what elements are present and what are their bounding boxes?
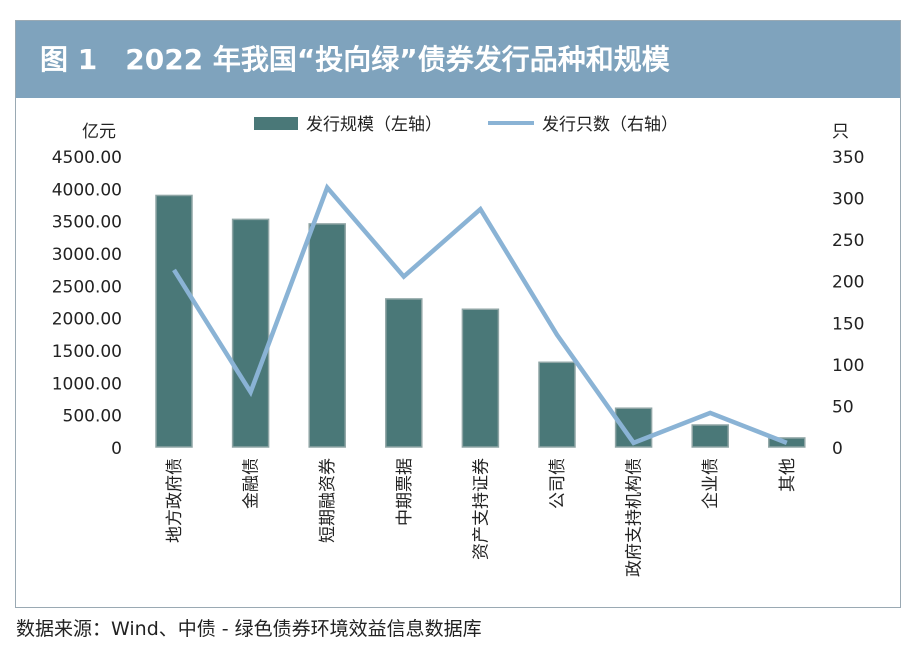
bar-中期票据 <box>385 298 423 448</box>
x-tick-label: 其他 <box>778 458 798 492</box>
x-tick-label: 短期融资券 <box>318 458 338 543</box>
y-tick-label: 3000.00 <box>52 245 122 265</box>
y2-tick-label: 100 <box>832 356 864 376</box>
bar-资产支持证券 <box>461 308 500 448</box>
bar-金融债 <box>231 218 270 448</box>
x-tick-label: 资产支持证券 <box>471 458 491 560</box>
y2-tick-label: 0 <box>832 439 843 459</box>
bar-地方政府债 <box>155 194 193 448</box>
source-note: 数据来源：Wind、中债 - 绿色债券环境效益信息数据库 <box>16 618 482 640</box>
x-tick-label: 地方政府债 <box>165 458 185 543</box>
y-tick-label: 1500.00 <box>52 342 122 362</box>
chart-frame: 图 1 2022 年我国“投向绿”债券发行品种和规模 <box>15 20 901 608</box>
bar-公司债 <box>538 361 576 448</box>
y-tick-label: 4000.00 <box>52 180 122 200</box>
y-tick-label: 500.00 <box>63 407 122 427</box>
y-tick-label: 2000.00 <box>52 310 122 330</box>
x-tick-label: 公司债 <box>548 458 568 509</box>
legend-bar-swatch <box>254 117 298 130</box>
x-tick-label: 金融债 <box>242 458 262 509</box>
bar-短期融资券 <box>308 223 346 448</box>
x-tick-label: 中期票据 <box>395 458 415 526</box>
y-tick-label: 4500.00 <box>52 148 122 168</box>
y-tick-label: 2500.00 <box>52 277 122 297</box>
chart-title: 图 1 2022 年我国“投向绿”债券发行品种和规模 <box>16 21 900 98</box>
y2-axis-label: 只 <box>832 122 849 142</box>
legend-bar-label: 发行规模（左轴） <box>306 115 442 135</box>
y-tick-label: 1000.00 <box>52 374 122 394</box>
y2-tick-label: 300 <box>832 190 864 210</box>
x-tick-label: 企业债 <box>701 458 721 509</box>
y2-tick-label: 250 <box>832 231 864 251</box>
y-tick-label: 0 <box>111 439 122 459</box>
y2-tick-label: 350 <box>832 148 864 168</box>
x-tick-label: 政府支持机构债 <box>625 458 645 577</box>
y-axis-label: 亿元 <box>82 122 116 142</box>
y-tick-label: 3500.00 <box>52 213 122 233</box>
legend-line-label: 发行只数（右轴） <box>542 115 678 135</box>
y2-tick-label: 50 <box>832 397 854 417</box>
y2-tick-label: 150 <box>832 314 864 334</box>
bar-企业债 <box>691 424 729 448</box>
y2-tick-label: 200 <box>832 273 864 293</box>
